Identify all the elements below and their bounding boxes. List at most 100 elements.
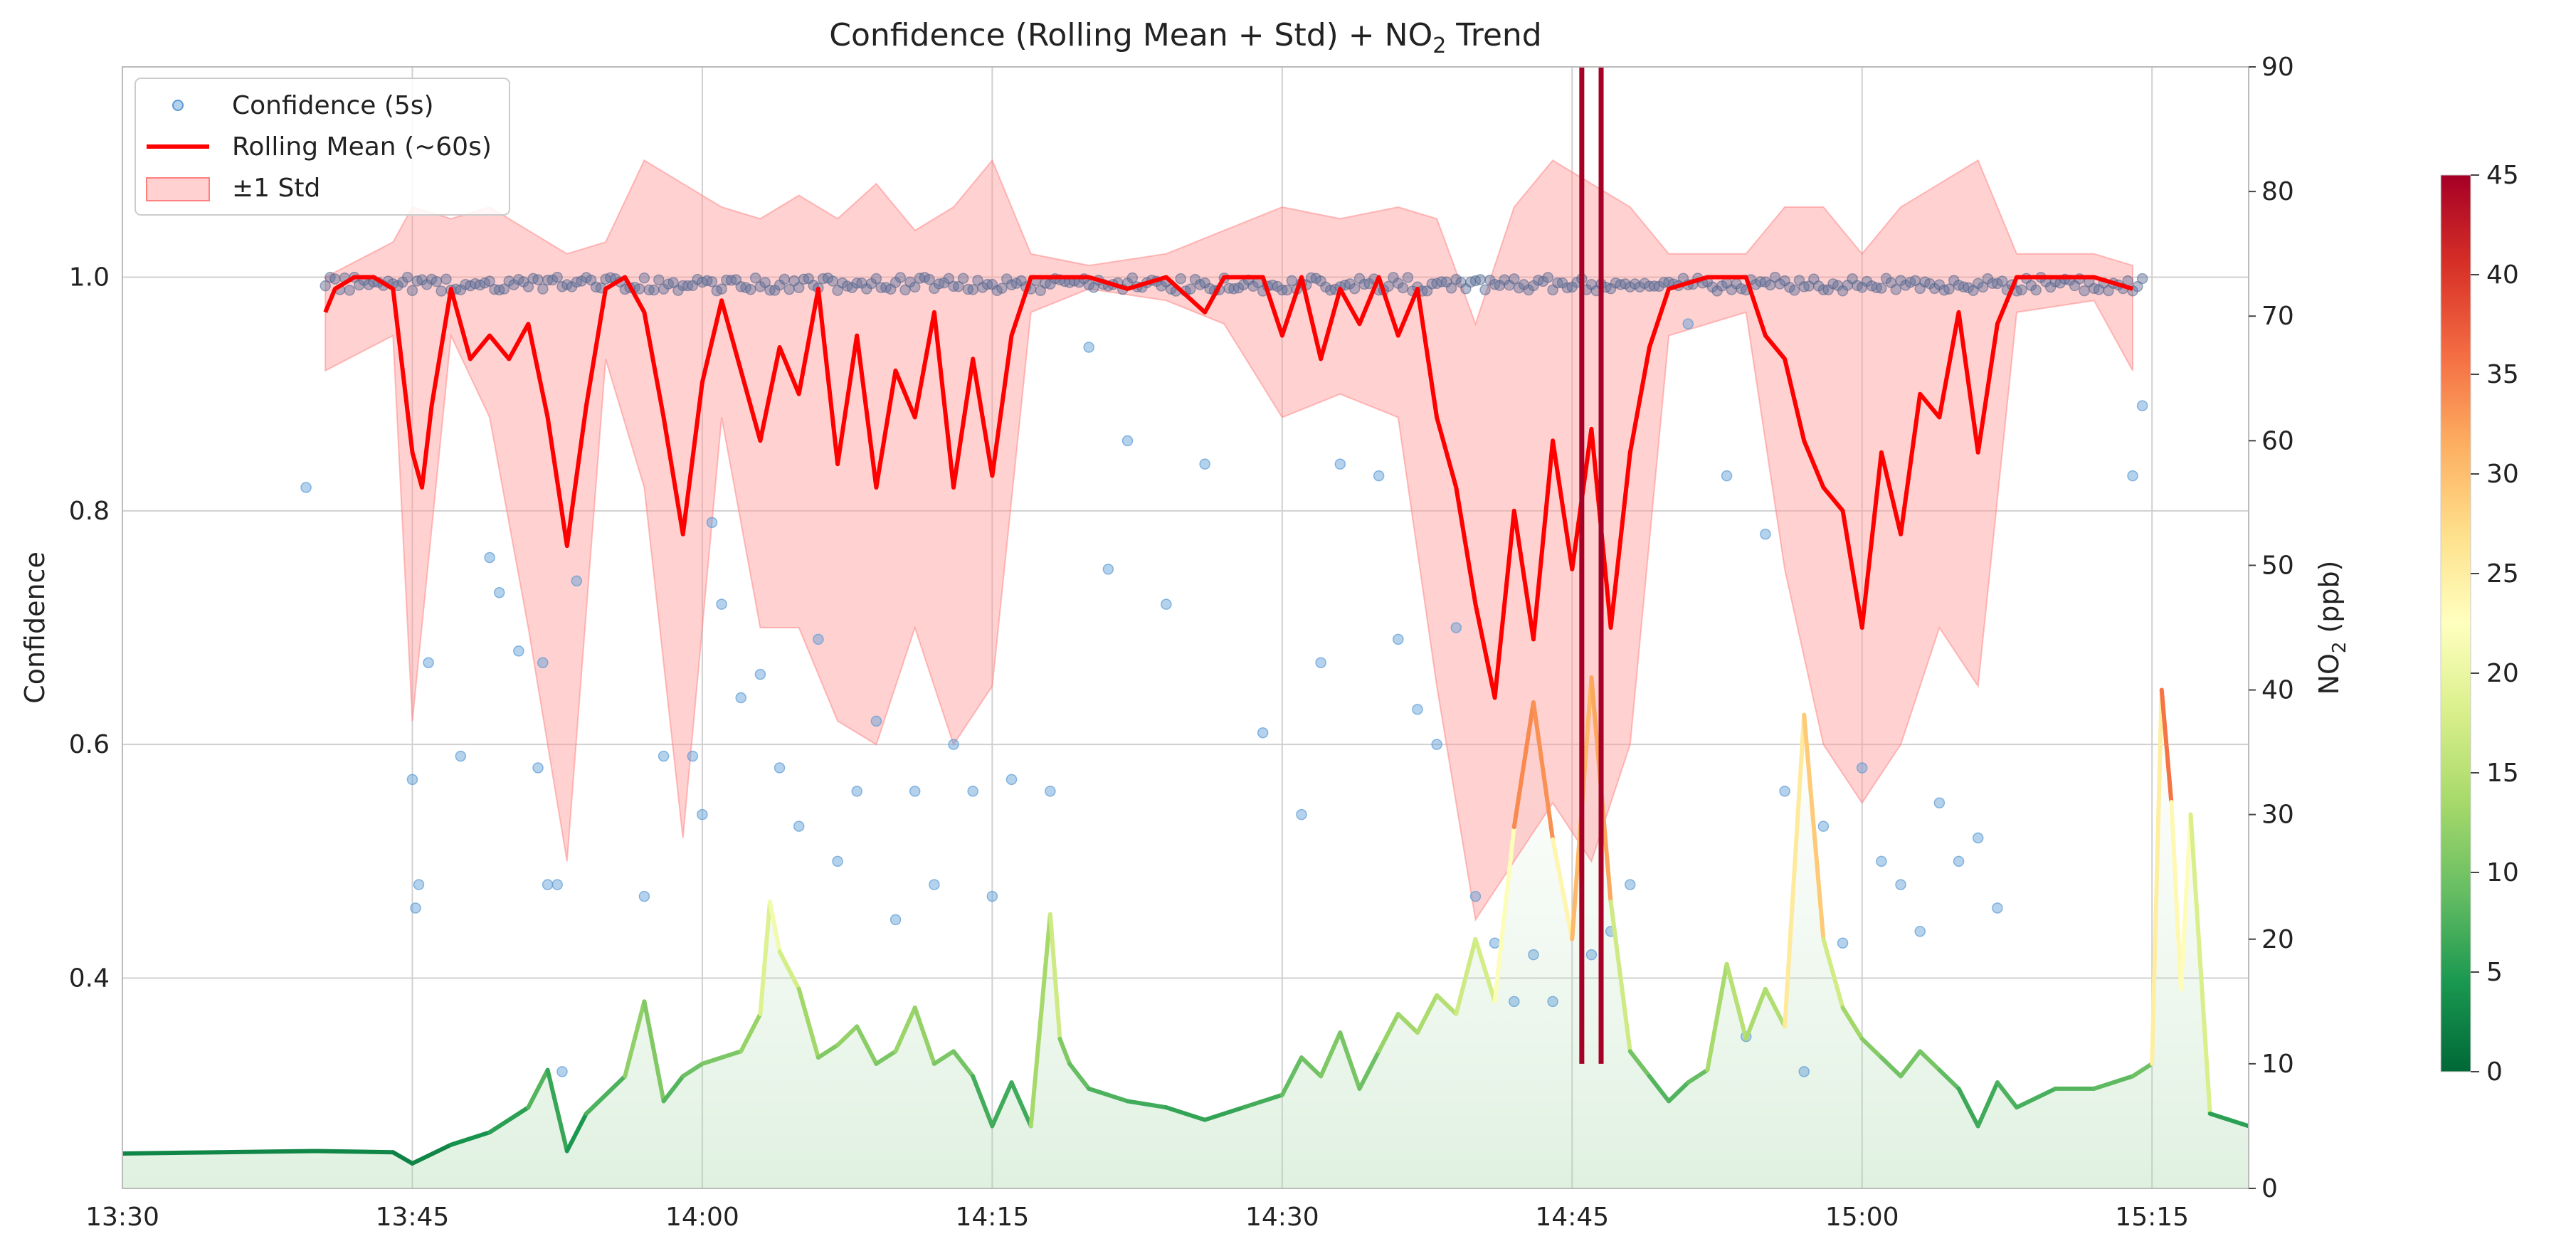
no2-segment: [1937, 1067, 1961, 1091]
no2-segment: [584, 1074, 628, 1116]
y-right-axis-ticks: 0 10 20 30 40 50 60 70 80 90: [2249, 53, 2294, 1203]
no2-segment: [1067, 1061, 1092, 1091]
confidence-point: [1161, 598, 1172, 610]
y-right-tick-label: 80: [2261, 177, 2294, 206]
confidence-point: [1779, 786, 1790, 797]
legend: Confidence (5s) Rolling Mean (~60s) ±1 S…: [134, 78, 510, 216]
colorbar-tick-label: 35: [2486, 360, 2519, 389]
no2-segment: [1763, 986, 1788, 1029]
confidence-point: [943, 273, 954, 285]
no2-segment: [835, 1024, 860, 1047]
confidence-point: [658, 750, 670, 762]
confidence-point: [1798, 1066, 1810, 1077]
confidence-point: [735, 692, 746, 704]
confidence-point: [1445, 283, 1457, 294]
confidence-point: [1528, 949, 1539, 961]
confidence-point: [1977, 281, 1989, 293]
no2-segment: [410, 1142, 453, 1166]
confidence-point: [542, 879, 554, 890]
no2-segment: [564, 1111, 588, 1154]
no2-segment: [874, 1049, 898, 1066]
confidence-point: [498, 283, 510, 295]
no2-segment: [1492, 825, 1516, 1004]
no2-segment: [971, 1074, 995, 1129]
confidence-point: [1431, 739, 1442, 750]
y-right-tick-label: 70: [2261, 302, 2294, 331]
confidence-point: [406, 774, 418, 786]
x-tick-label: 15:00: [1825, 1203, 1899, 1232]
rolling-mean-line: [323, 275, 2133, 700]
confidence-point: [2127, 470, 2138, 482]
no2-segment: [545, 1067, 569, 1154]
confidence-point: [423, 657, 434, 668]
no2-segment: [2207, 1111, 2249, 1129]
confidence-point: [2132, 280, 2143, 292]
confidence-point: [344, 285, 355, 296]
confidence-point: [484, 552, 495, 564]
y-right-tick-label: 10: [2261, 1050, 2294, 1079]
no2-segment: [796, 986, 820, 1060]
no2-segment: [2015, 1086, 2058, 1110]
no2-segment: [623, 999, 647, 1079]
confidence-point: [1489, 937, 1501, 949]
no2-segment: [1279, 1055, 1304, 1097]
confidence-point: [1469, 890, 1482, 902]
y-right-tick-label: 30: [2261, 801, 2294, 830]
no2-segment: [122, 1150, 221, 1156]
confidence-point: [1856, 762, 1868, 774]
y-left-tick-label: 1.0: [69, 263, 110, 292]
confidence-point: [571, 575, 583, 587]
y-left-tick-label: 0.4: [69, 964, 110, 993]
no2-segment: [2150, 687, 2164, 1066]
no2-segment: [951, 1049, 976, 1079]
confidence-point: [1817, 820, 1830, 832]
confidence-point: [537, 657, 549, 668]
confidence-point: [870, 273, 882, 285]
no2-segment: [1840, 1006, 1864, 1041]
colorbar-tick-label: 25: [2486, 559, 2519, 589]
no2-segment: [1647, 1074, 1672, 1104]
no2-segment: [758, 899, 772, 1016]
confidence-point: [2079, 285, 2090, 297]
no2-segment: [1627, 1049, 1652, 1079]
legend-box: [134, 78, 510, 216]
no2-segment: [1319, 1030, 1343, 1079]
confidence-point: [793, 282, 805, 294]
confidence-point: [440, 273, 452, 285]
no2-segment: [1125, 1099, 1168, 1110]
confidence-point: [1996, 275, 2008, 287]
no2-segment: [990, 1080, 1014, 1129]
confidence-point: [1682, 318, 1694, 329]
x-tick-label: 13:30: [85, 1203, 159, 1232]
confidence-point: [870, 715, 882, 727]
no2-segment: [1511, 700, 1536, 830]
no2-segment: [1057, 1036, 1072, 1066]
no2-segment: [739, 1011, 763, 1054]
confidence-point: [406, 285, 418, 297]
no2-segment: [931, 1049, 956, 1066]
x-tick-label: 14:30: [1245, 1203, 1319, 1232]
confidence-point: [967, 786, 978, 797]
y-right-tick-label: 60: [2261, 426, 2294, 455]
no2-segment: [1686, 1067, 1710, 1085]
chart-title: Confidence (Rolling Mean + Std) + NO2 Tr…: [829, 17, 1541, 58]
confidence-point: [1585, 949, 1598, 961]
colorbar-tick-label: 15: [2486, 759, 2519, 788]
no2-segment: [767, 899, 782, 954]
confidence-point: [1126, 272, 1139, 284]
no2-segment: [661, 1074, 685, 1104]
confidence-point: [1005, 774, 1018, 786]
confidence-point: [1721, 470, 1733, 482]
no2-segment: [526, 1067, 550, 1110]
no2-segment: [1859, 1036, 1884, 1060]
no2-segment: [912, 1006, 936, 1066]
confidence-point: [532, 762, 544, 774]
no2-segment: [1821, 936, 1845, 1010]
no2-segment: [1956, 1086, 1980, 1129]
no2-segment: [642, 999, 666, 1104]
no2-segment: [1435, 993, 1459, 1016]
no2-segment: [1975, 1080, 2000, 1129]
y-left-axis-ticks: 0.4 0.6 0.8 1.0: [69, 263, 110, 993]
confidence-point: [924, 273, 935, 285]
